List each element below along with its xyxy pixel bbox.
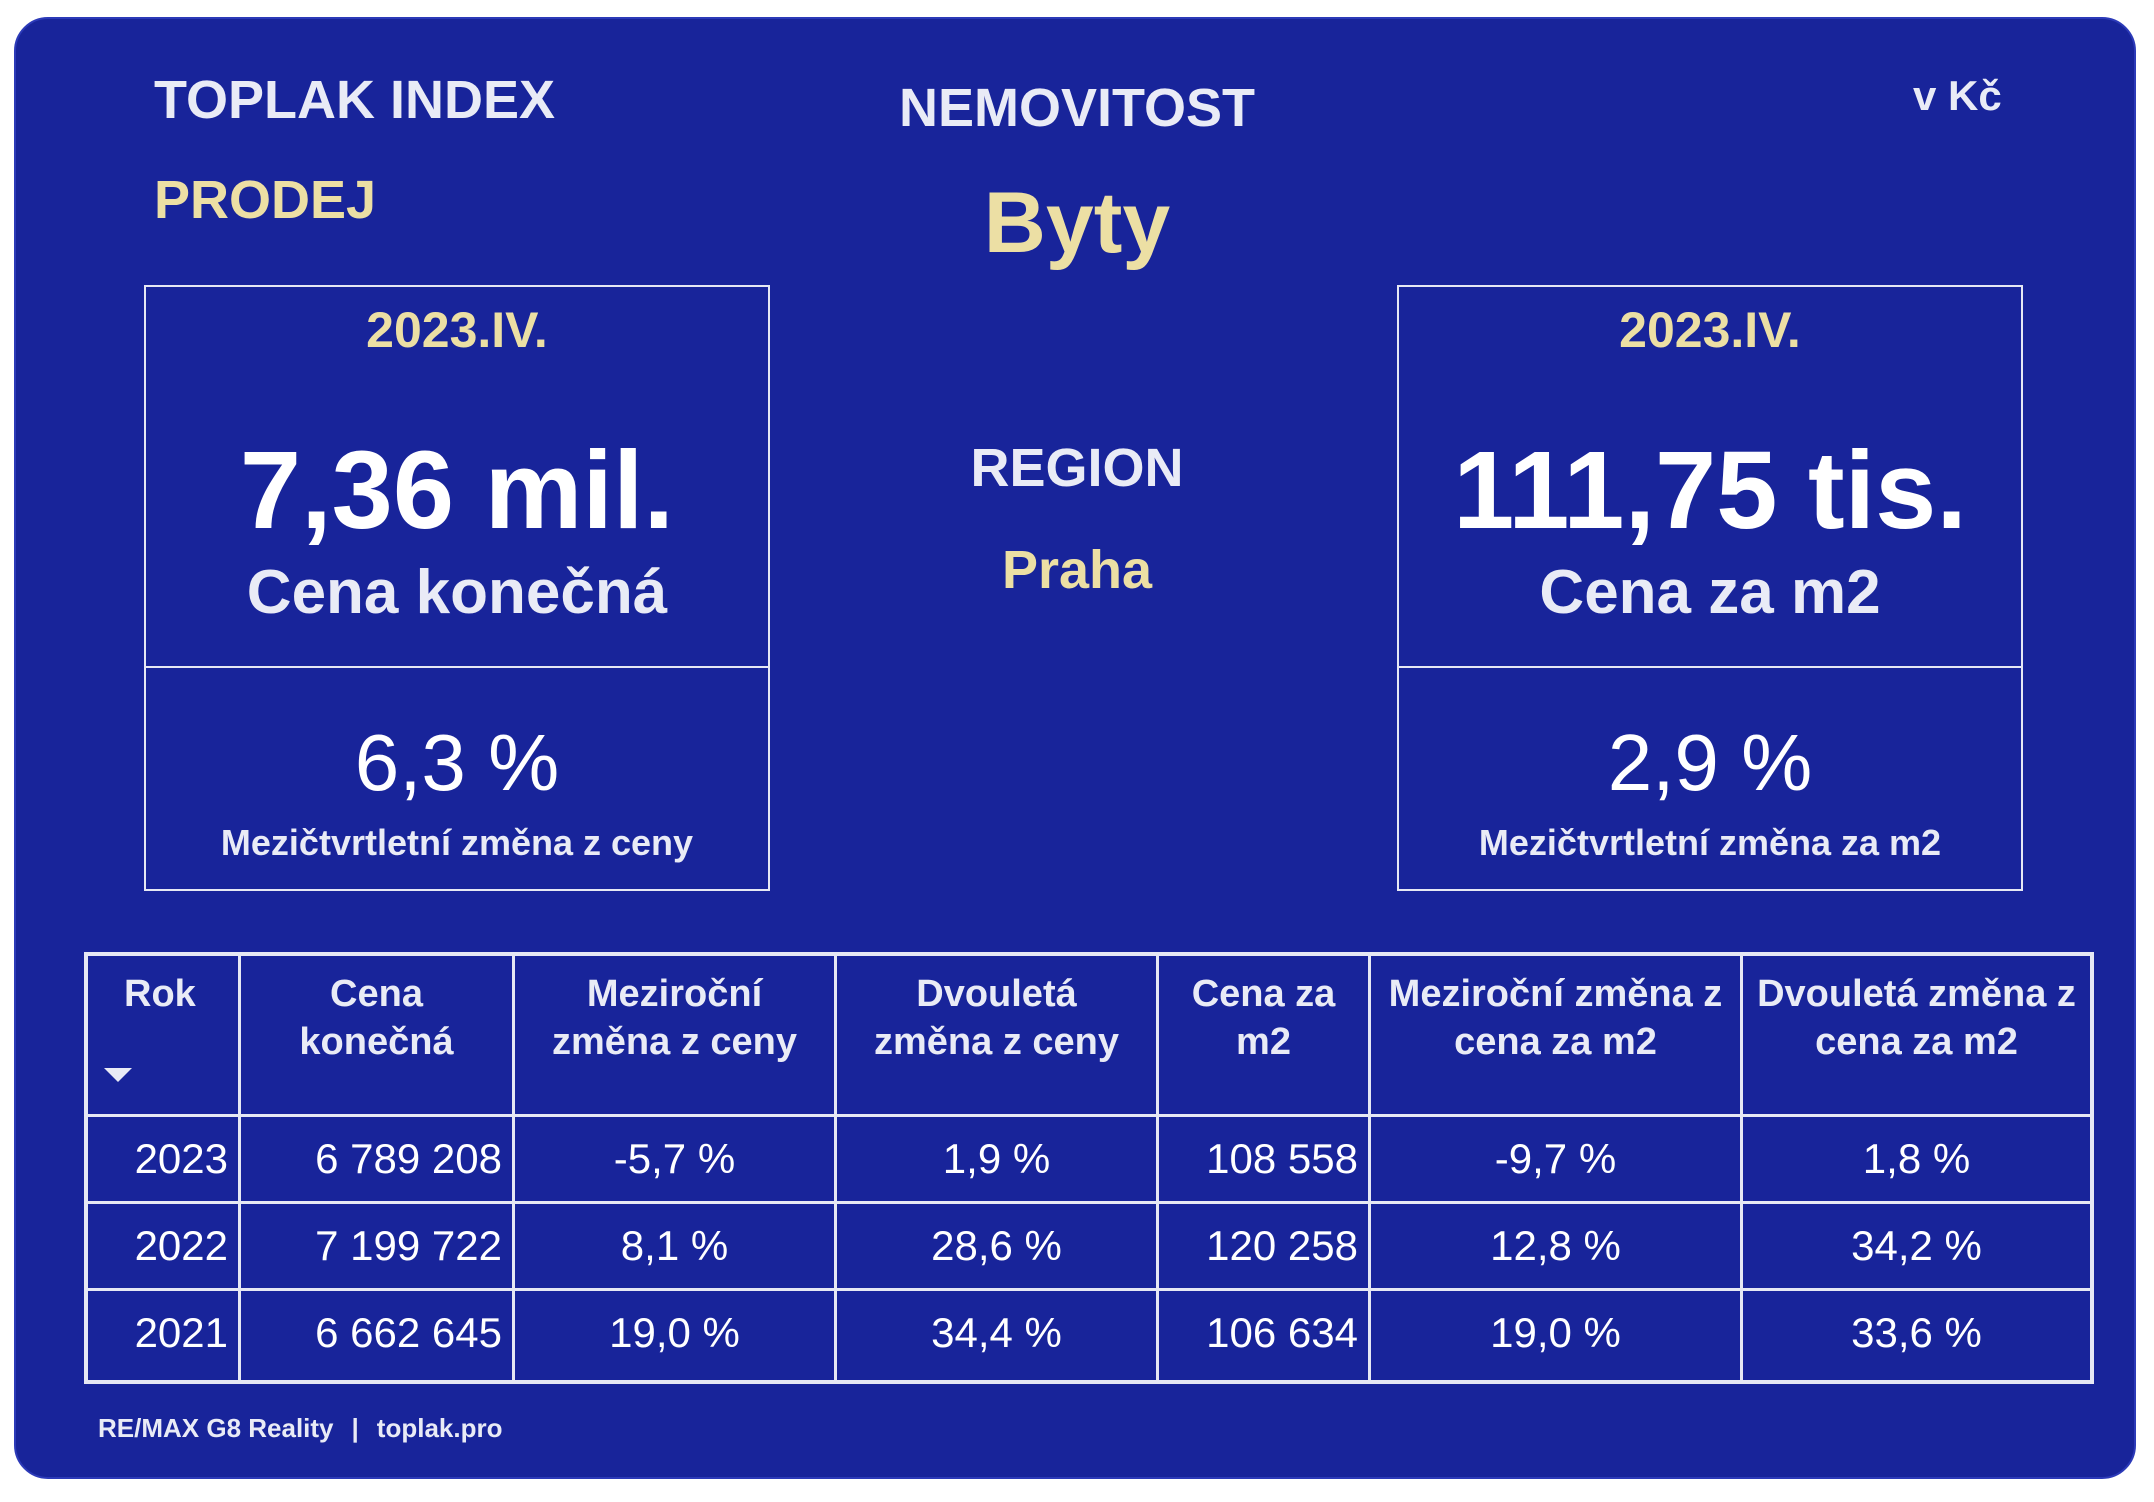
kpi-caption: Cena za m2: [1539, 558, 1881, 627]
cell-2y-price: 28,6 %: [837, 1204, 1159, 1291]
kpi-period: 2023.IV.: [366, 302, 548, 358]
kpi-change: 6,3 %: [354, 718, 560, 807]
kpi-value: 7,36 mil.: [239, 429, 675, 552]
column-header-label: Rok: [124, 973, 196, 1015]
cell-2y-price: 34,4 %: [837, 1291, 1159, 1380]
region-value: Praha: [1001, 540, 1153, 600]
currency-label: v Kč: [1913, 72, 2002, 119]
region-label: REGION: [970, 438, 1184, 498]
cell-year: 2021: [88, 1291, 241, 1380]
cell-price-per-m2: 108 558: [1159, 1117, 1371, 1204]
footer-separator: |: [351, 1413, 359, 1443]
kpi-change-caption: Mezičtvrtletní změna z ceny: [220, 822, 694, 863]
column-header-yoy-price[interactable]: Meziroční změna z ceny: [515, 956, 837, 1117]
kpi-price-per-m2: 2023.IV. 111,75 tis. Cena za m2 2,9 % Me…: [1397, 285, 2023, 891]
cell-price-per-m2: 120 258: [1159, 1204, 1371, 1291]
transaction-type: PRODEJ: [154, 170, 377, 230]
cell-2y-m2: 34,2 %: [1743, 1204, 2090, 1291]
cell-yoy-price: -5,7 %: [515, 1117, 837, 1204]
column-header-final-price[interactable]: Cena konečná: [241, 956, 515, 1117]
kpi-final-price-main: 2023.IV. 7,36 mil. Cena konečná: [146, 287, 768, 668]
kpi-caption: Cena konečná: [246, 558, 668, 627]
cell-final-price: 6 789 208: [241, 1117, 515, 1204]
cell-2y-price: 1,9 %: [837, 1117, 1159, 1204]
cell-year: 2023: [88, 1117, 241, 1204]
cell-yoy-price: 19,0 %: [515, 1291, 837, 1380]
column-header-year[interactable]: Rok: [88, 956, 241, 1117]
brand-title: TOPLAK INDEX: [154, 70, 556, 130]
column-header-2y-price[interactable]: Dvouletá změna z ceny: [837, 956, 1159, 1117]
kpi-period: 2023.IV.: [1619, 302, 1801, 358]
property-label: NEMOVITOST: [898, 78, 1256, 138]
cell-year: 2022: [88, 1204, 241, 1291]
column-header-2y-m2[interactable]: Dvouletá změna z cena za m2: [1743, 956, 2090, 1117]
property-type: Byty: [983, 175, 1171, 271]
index-card: TOPLAK INDEX PRODEJ NEMOVITOST Byty v Kč…: [14, 17, 2136, 1479]
kpi-change-caption: Mezičtvrtletní změna za m2: [1478, 822, 1942, 863]
kpi-change: 2,9 %: [1607, 718, 1813, 807]
cell-price-per-m2: 106 634: [1159, 1291, 1371, 1380]
cell-yoy-m2: -9,7 %: [1371, 1117, 1743, 1204]
cell-2y-m2: 1,8 %: [1743, 1117, 2090, 1204]
cell-final-price: 7 199 722: [241, 1204, 515, 1291]
column-header-yoy-m2[interactable]: Meziroční změna z cena za m2: [1371, 956, 1743, 1117]
footer-company: RE/MAX G8 Reality: [98, 1413, 334, 1443]
cell-2y-m2: 33,6 %: [1851, 1309, 1982, 1356]
footer-website-link[interactable]: toplak.pro: [376, 1413, 503, 1443]
history-table: Rok Cena konečná Meziroční změna z ceny …: [84, 952, 2094, 1384]
cell-yoy-m2: 19,0 %: [1371, 1291, 1743, 1380]
cell-final-price: 6 662 645: [241, 1291, 515, 1380]
cell-yoy-m2: 12,8 %: [1371, 1204, 1743, 1291]
kpi-value: 111,75 tis.: [1453, 429, 1967, 552]
column-header-price-per-m2[interactable]: Cena za m2: [1159, 956, 1371, 1117]
sort-descending-icon[interactable]: [104, 1068, 132, 1082]
cell-yoy-price: 8,1 %: [515, 1204, 837, 1291]
kpi-final-price: 2023.IV. 7,36 mil. Cena konečná 6,3 % Me…: [144, 285, 770, 891]
kpi-price-per-m2-main: 2023.IV. 111,75 tis. Cena za m2: [1399, 287, 2021, 668]
footer: RE/MAX G8 Reality | toplak.pro: [98, 1413, 502, 1444]
